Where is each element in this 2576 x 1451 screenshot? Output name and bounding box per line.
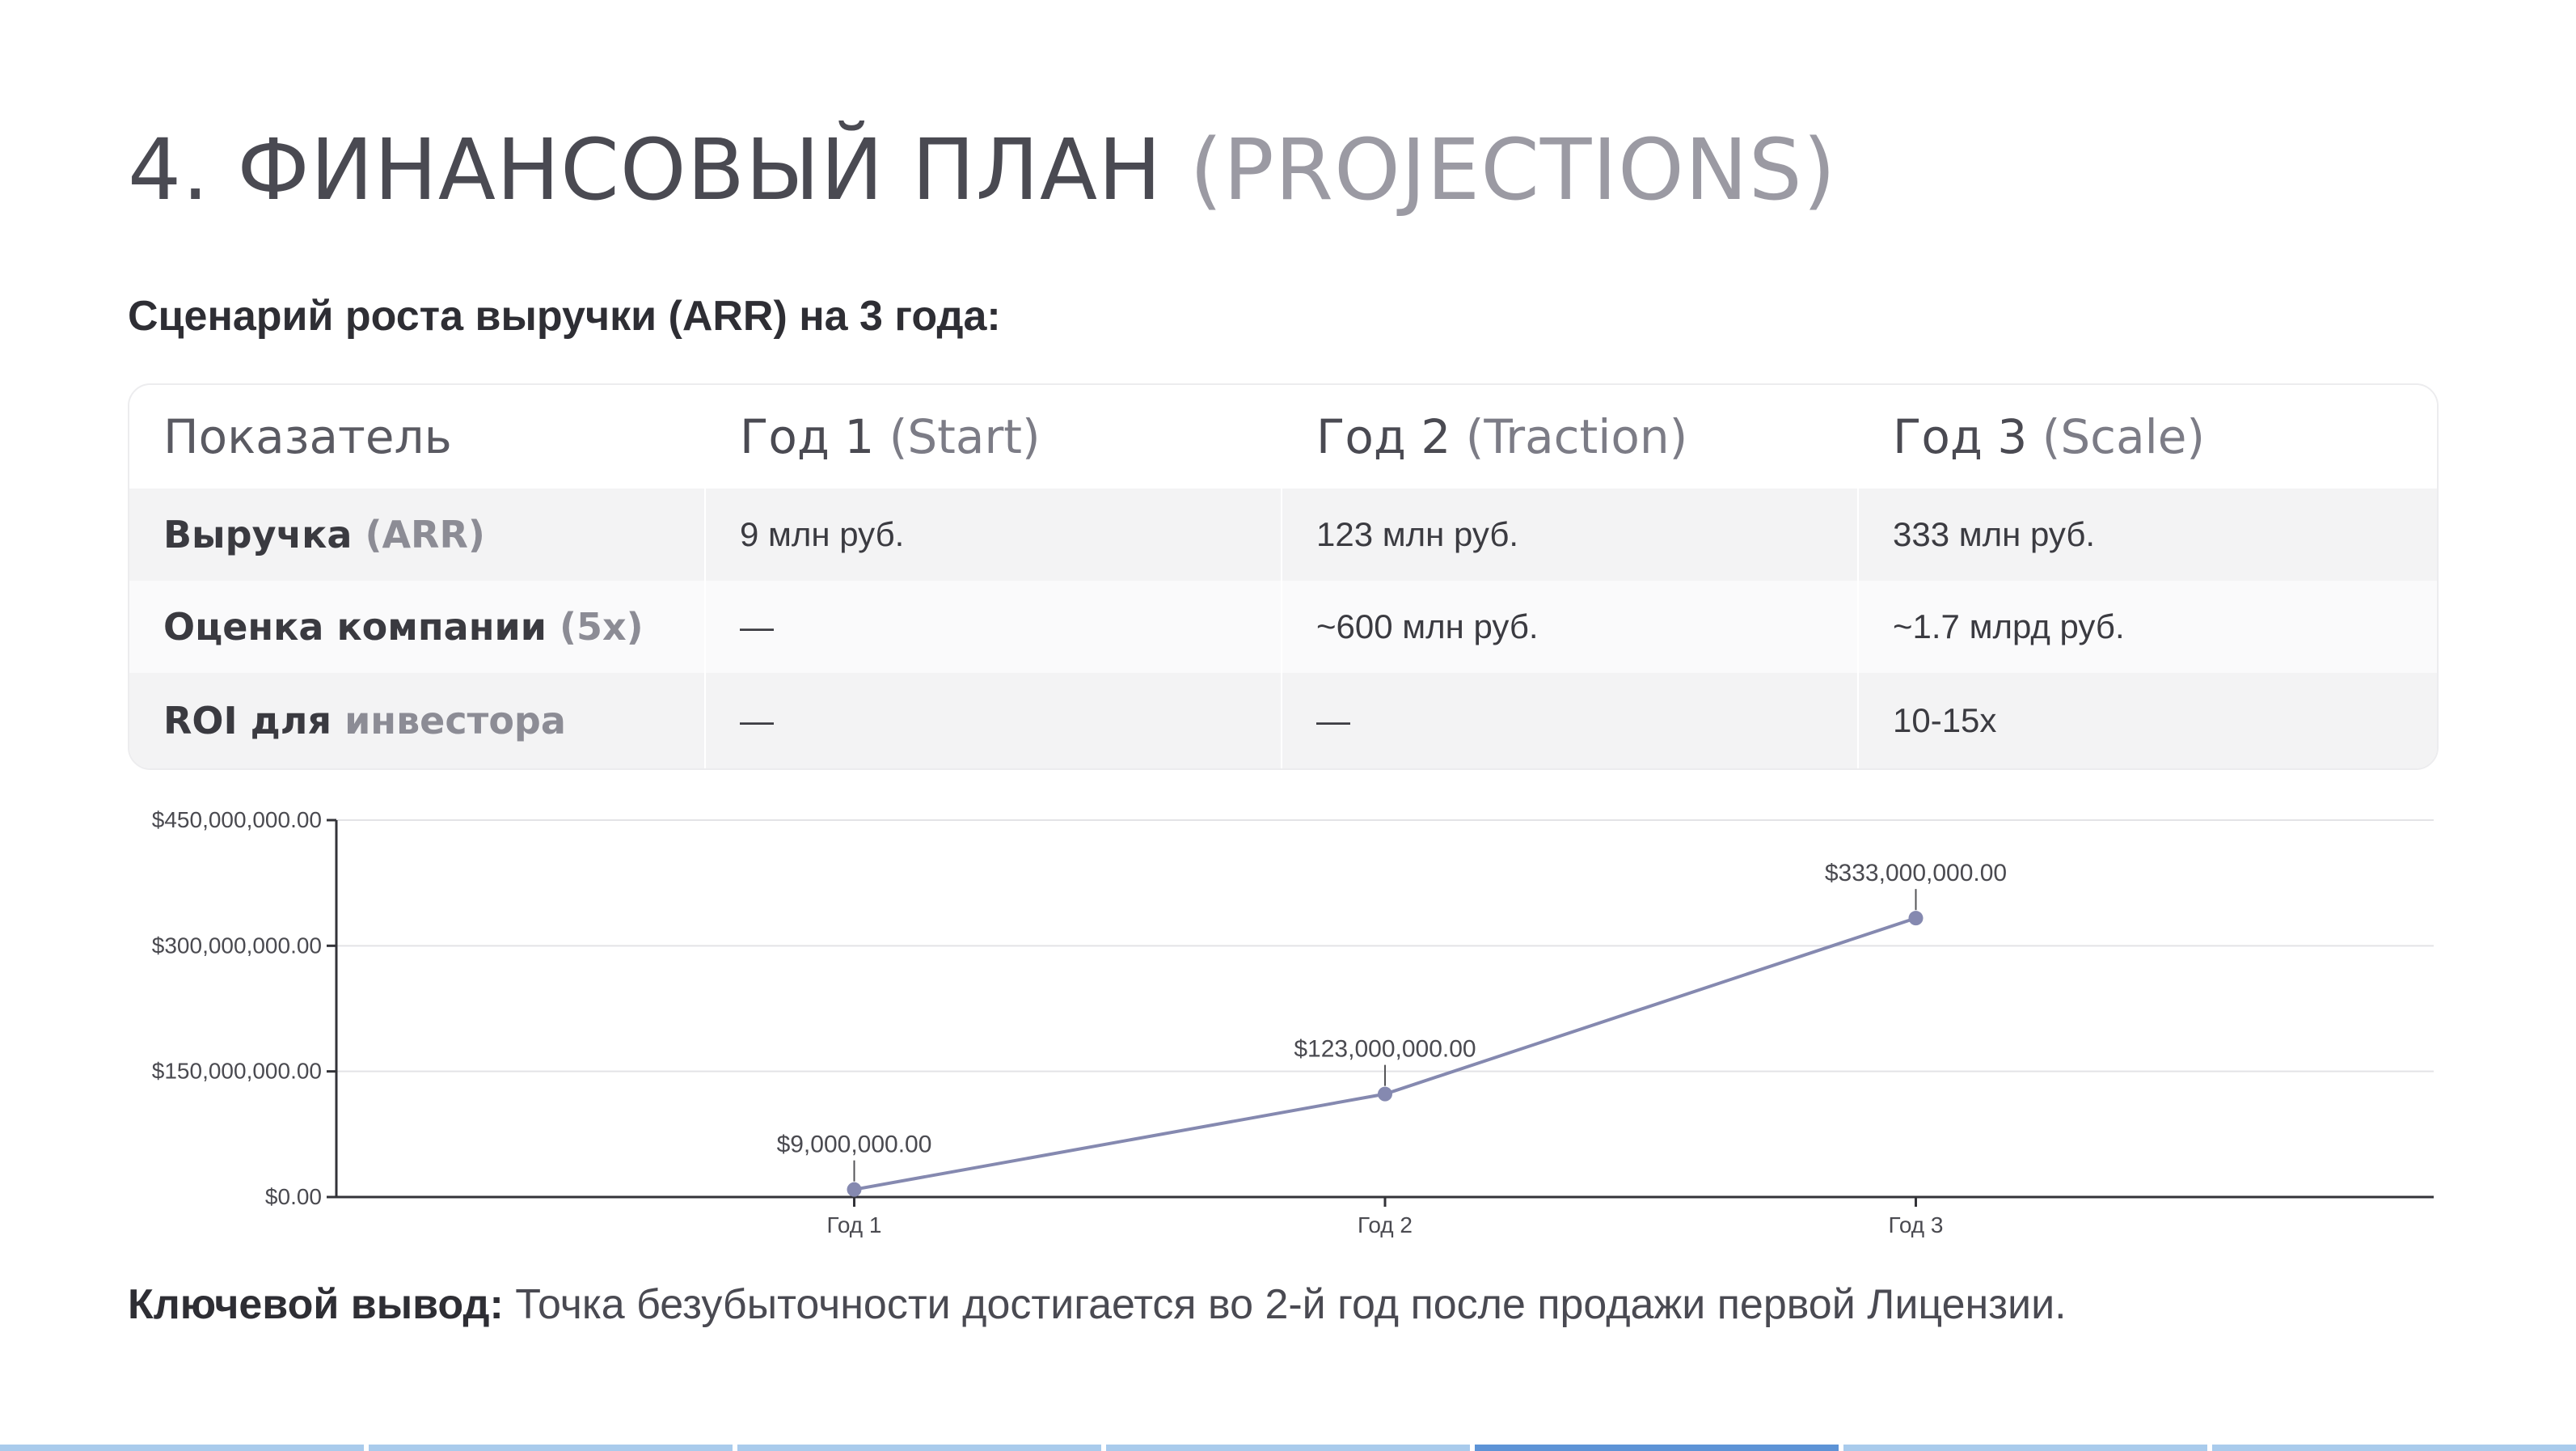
row-label: ROI для инвестора: [129, 673, 706, 768]
title-muted: (PROJECTIONS): [1189, 121, 1837, 219]
data-label: $9,000,000.00: [777, 1132, 932, 1158]
progress-segment: [1843, 1445, 2207, 1451]
data-point: [1908, 911, 1924, 926]
table-header-cell: Год 1 (Start): [706, 385, 1282, 489]
table-cell: 9 млн руб.: [706, 489, 1282, 581]
projections-table: Показатель Год 1 (Start) Год 2 (Traction…: [128, 383, 2439, 770]
table-row: ROI для инвестора — — 10-15x: [129, 673, 2437, 768]
section-subtitle: Сценарий роста выручки (ARR) на 3 года:: [128, 293, 1001, 340]
header-sublabel: (Start): [889, 409, 1041, 464]
table-cell: 123 млн руб.: [1282, 489, 1859, 581]
y-tick-label: $0.00: [265, 1184, 322, 1209]
title-main: 4. ФИНАНСОВЫЙ ПЛАН: [128, 121, 1163, 219]
page-title: 4. ФИНАНСОВЫЙ ПЛАН (PROJECTIONS): [128, 113, 1836, 226]
table-cell: ~1.7 млрд руб.: [1893, 607, 2125, 645]
y-tick-label: $300,000,000.00: [152, 933, 322, 958]
progress-segment: [0, 1445, 364, 1451]
table-header-cell: Год 2 (Traction): [1282, 385, 1859, 489]
progress-segment: [737, 1445, 1101, 1451]
header-label: Год 3: [1893, 409, 2028, 464]
row-label-main: Выручка: [163, 513, 353, 556]
table-cell: —: [706, 673, 1282, 768]
table-cell: ~600 млн руб.: [1282, 581, 1859, 673]
table-cell: —: [706, 581, 1282, 673]
x-tick-label: Год 3: [1889, 1212, 1944, 1237]
y-tick-label: $450,000,000.00: [152, 807, 322, 832]
row-label: Выручка (ARR): [129, 489, 706, 581]
progress-segment: [1475, 1445, 1839, 1451]
row-label-main: Оценка компании: [163, 605, 547, 649]
data-point: [847, 1182, 862, 1197]
header-sublabel: (Scale): [2042, 409, 2206, 464]
progress-segment: [1106, 1445, 1470, 1451]
progress-segment: [369, 1445, 733, 1451]
conclusion-label: Ключевой вывод:: [128, 1281, 504, 1328]
table-header-cell: Год 3 (Scale): [1859, 385, 2437, 489]
table-row: Оценка компании (5x) — ~600 млн руб. ~1.…: [129, 581, 2437, 673]
row-label-main: ROI для: [163, 699, 332, 742]
table-header-cell: Показатель: [129, 385, 706, 489]
row-label-muted: (5x): [559, 605, 644, 649]
row-label-muted: инвестора: [344, 699, 566, 742]
header-label: Год 2: [1316, 409, 1451, 464]
x-tick-label: Год 1: [827, 1212, 882, 1237]
header-label: Год 1: [740, 409, 875, 464]
header-sublabel: (Traction): [1465, 409, 1688, 464]
x-tick-label: Год 2: [1358, 1212, 1413, 1237]
data-point: [1378, 1086, 1392, 1102]
header-label: Показатель: [163, 409, 452, 464]
table-row: Выручка (ARR) 9 млн руб. 123 млн руб. 33…: [129, 489, 2437, 581]
table-header-row: Показатель Год 1 (Start) Год 2 (Traction…: [129, 385, 2437, 489]
slide-progress-bar: [0, 1445, 2576, 1451]
data-label: $123,000,000.00: [1294, 1036, 1476, 1063]
table-cell: 333 млн руб.: [1893, 515, 2096, 553]
arr-line-chart: $0.00 $150,000,000.00 $300,000,000.00 $450,…: [152, 807, 2434, 1237]
key-conclusion: Ключевой вывод: Точка безубыточности дос…: [128, 1276, 2067, 1333]
progress-segment: [2212, 1445, 2576, 1451]
y-tick-label: $150,000,000.00: [152, 1059, 322, 1084]
table-cell: —: [1282, 673, 1859, 768]
row-label-muted: (ARR): [365, 513, 485, 556]
conclusion-text: Точка безубыточности достигается во 2-й …: [515, 1281, 2067, 1328]
data-label: $333,000,000.00: [1825, 860, 2007, 886]
table-cell: 10-15x: [1893, 701, 1997, 739]
row-label: Оценка компании (5x): [129, 581, 706, 673]
